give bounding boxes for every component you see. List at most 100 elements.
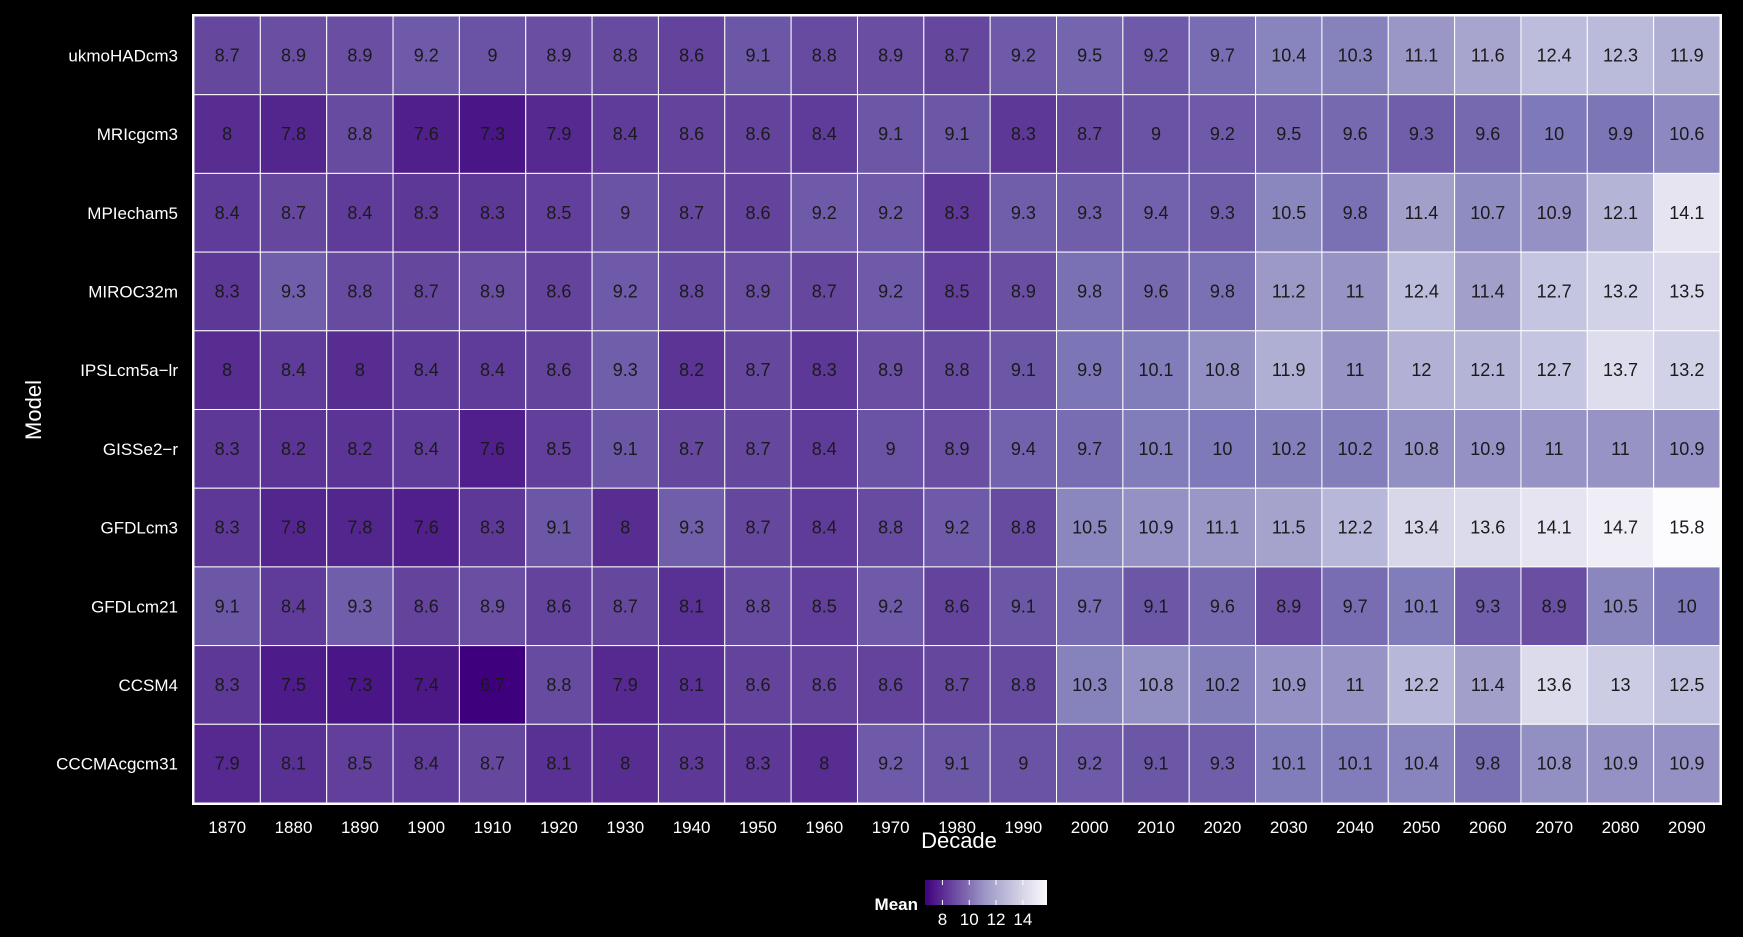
heatmap-cell [193, 330, 261, 410]
heatmap-cell [1520, 645, 1588, 725]
cell-value-label: 9.1 [944, 124, 969, 144]
cell-value-label: 9.4 [1011, 439, 1036, 459]
cell-value-label: 11.1 [1206, 518, 1240, 538]
cell-value-label: 10.1 [1404, 596, 1439, 616]
cell-value-label: 9.3 [1210, 203, 1235, 223]
cell-value-label: 12.7 [1537, 281, 1572, 301]
cell-value-label: 9.5 [1276, 124, 1301, 144]
heatmap-cell [724, 172, 792, 253]
cell-value-label: 9.7 [1077, 596, 1102, 616]
heatmap-cell [923, 723, 991, 804]
heatmap-cell [1653, 487, 1721, 568]
cell-value-label: 7.9 [546, 124, 571, 144]
cell-value-label: 8.3 [480, 518, 505, 538]
cell-value-label: 9.9 [1608, 124, 1633, 144]
cell-value-label: 11.4 [1471, 281, 1505, 301]
cell-value-label: 9.2 [1144, 45, 1169, 65]
heatmap-cell [1653, 723, 1721, 804]
heatmap-cell [392, 330, 460, 410]
heatmap-cell [1122, 94, 1190, 174]
y-tick-label: MPIecham5 [87, 204, 178, 223]
heatmap-cell [1122, 15, 1190, 96]
heatmap-cell [259, 723, 328, 804]
cell-value-label: 7.8 [281, 518, 306, 538]
heatmap-cell [1520, 251, 1588, 332]
cell-value-label: 8.1 [281, 754, 306, 774]
heatmap-cell [1454, 723, 1522, 804]
x-tick-label: 2080 [1602, 818, 1640, 837]
cell-value-label: 8.9 [745, 281, 770, 301]
cell-value-label: 8.6 [546, 360, 571, 380]
cell-value-label: 8.4 [812, 439, 837, 459]
heatmap-cell [392, 566, 460, 647]
cell-value-label: 8.5 [546, 203, 571, 223]
y-axis-title: Model [21, 380, 46, 440]
heatmap-cell [1056, 251, 1124, 332]
heatmap-cell [326, 487, 394, 568]
legend-ticks: 8 10 12 14 [938, 880, 1032, 929]
cell-value-label: 8.7 [812, 281, 837, 301]
cell-value-label: 10.9 [1669, 754, 1704, 774]
cell-value-label: 11.4 [1471, 675, 1505, 695]
cell-value-label: 10.5 [1072, 518, 1107, 538]
heatmap-cell [657, 172, 726, 253]
heatmap-cell [1520, 566, 1588, 647]
cell-value-label: 14.1 [1537, 518, 1572, 538]
x-tick-label: 2000 [1071, 818, 1109, 837]
cell-value-label: 8.6 [745, 203, 770, 223]
cell-value-label: 13.6 [1537, 675, 1572, 695]
x-tick-label: 1920 [540, 818, 578, 837]
heatmap-cell [591, 94, 659, 174]
heatmap-cell [525, 330, 593, 410]
cell-value-label: 9.6 [1144, 281, 1169, 301]
cell-value-label: 11.5 [1272, 518, 1306, 538]
heatmap-cell [1454, 15, 1522, 96]
heatmap-cell [525, 645, 593, 725]
cell-value-label: 10.9 [1603, 754, 1638, 774]
heatmap-cell [1122, 251, 1190, 332]
heatmap-cell [1255, 487, 1323, 568]
heatmap-cell [1387, 94, 1456, 174]
heatmap-cell [392, 172, 460, 253]
heatmap-cell [458, 723, 527, 804]
heatmap-cell [1520, 15, 1588, 96]
heatmap-cell [259, 172, 328, 253]
heatmap-cell [724, 15, 792, 96]
y-axis-tick-labels: ukmoHADcm3 MRIcgcm3 MPIecham5 MIROC32m IPSLc… [56, 46, 178, 773]
cell-value-label: 7.6 [480, 439, 505, 459]
heatmap-cell [1387, 409, 1456, 489]
heatmap-cell [1321, 94, 1389, 174]
heatmap-cell [724, 487, 792, 568]
cell-value-label: 10.3 [1072, 675, 1107, 695]
cell-value-label: 14.1 [1669, 203, 1704, 223]
cell-value-label: 8.9 [878, 45, 903, 65]
heatmap-cell [193, 94, 261, 174]
heatmap-cell [193, 15, 261, 96]
cell-value-label: 9 [886, 439, 896, 459]
cell-value-label: 9.1 [613, 439, 638, 459]
heatmap-cell [1653, 94, 1721, 174]
x-tick-label: 2090 [1668, 818, 1706, 837]
y-tick-label: ukmoHADcm3 [68, 46, 178, 65]
heatmap-cell [1255, 15, 1323, 96]
heatmap-cell [1586, 15, 1655, 96]
cell-value-label: 8.6 [414, 596, 439, 616]
cell-value-label: 15.8 [1669, 518, 1704, 538]
cell-value-label: 7.6 [414, 518, 439, 538]
cell-value-label: 8.1 [546, 754, 571, 774]
heatmap-cell [392, 94, 460, 174]
heatmap-cell [392, 487, 460, 568]
heatmap-cell [790, 409, 858, 489]
cell-value-label: 8.7 [281, 203, 306, 223]
cell-value-label: 9.8 [1210, 281, 1235, 301]
heatmap-cell [1321, 723, 1389, 804]
cell-value-label: 8 [222, 360, 232, 380]
cell-value-label: 11 [1545, 439, 1564, 459]
cell-value-label: 7.6 [414, 124, 439, 144]
heatmap-cell [326, 723, 394, 804]
x-tick-label: 1890 [341, 818, 379, 837]
heatmap-cell [1255, 566, 1323, 647]
x-tick-label: 2040 [1336, 818, 1374, 837]
cell-value-label: 11.4 [1405, 203, 1439, 223]
cell-value-label: 10.5 [1603, 596, 1638, 616]
